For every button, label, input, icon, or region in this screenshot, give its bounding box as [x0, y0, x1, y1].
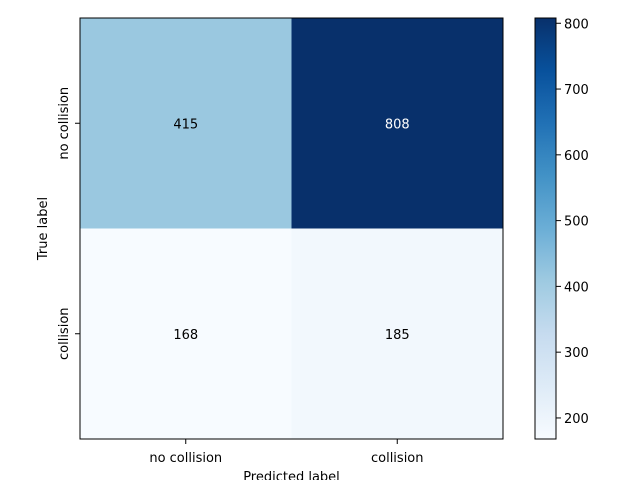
colorbar-tick-label: 700 [564, 83, 589, 98]
colorbar-tick-label: 600 [564, 149, 589, 164]
colorbar-tick-label: 400 [564, 280, 589, 295]
colorbar-tick-label: 300 [564, 346, 589, 361]
heatmap-cell [291, 228, 503, 439]
heatmap-cells: 415 808 168 185 [80, 18, 503, 439]
y-tick-label: no collision [57, 87, 72, 160]
plot-frame [79, 17, 504, 440]
heatmap-cell [291, 18, 503, 229]
cell-value-label: 808 [385, 117, 410, 132]
y-axis-label: True label [36, 197, 51, 261]
colorbar-ticks: 200 300 400 500 600 700 800 [556, 17, 589, 427]
colorbar [534, 17, 557, 440]
cell-value-label: 185 [385, 328, 410, 343]
x-axis-label: Predicted label [243, 470, 340, 480]
colorbar-tick-label: 500 [564, 215, 589, 230]
heatmap-cell [80, 18, 292, 229]
heatmap-cell [80, 228, 292, 439]
y-tick-label: collision [57, 307, 72, 360]
x-tick-label: collision [371, 451, 424, 466]
colorbar-tick-label: 800 [564, 17, 589, 32]
x-axis-ticks: no collision collision [149, 439, 424, 466]
cell-value-label: 415 [173, 117, 198, 132]
colorbar-tick-label: 200 [564, 412, 589, 427]
x-tick-label: no collision [149, 451, 222, 466]
y-axis-ticks: no collision collision [57, 87, 80, 360]
cell-value-label: 168 [173, 328, 198, 343]
